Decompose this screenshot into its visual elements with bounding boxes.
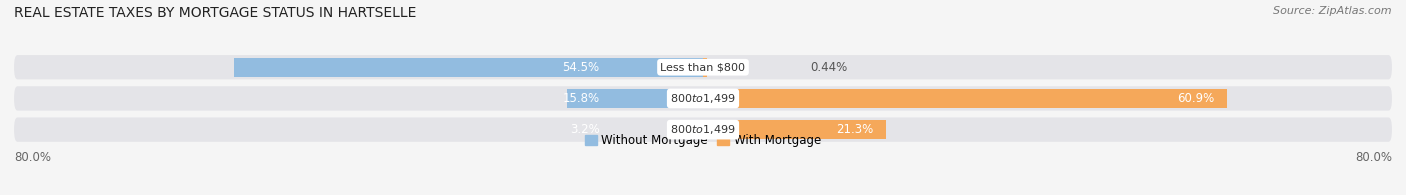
Text: 80.0%: 80.0% [14, 152, 51, 164]
Bar [675, 120, 703, 139]
Text: Source: ZipAtlas.com: Source: ZipAtlas.com [1274, 6, 1392, 16]
Text: 60.9%: 60.9% [1177, 92, 1215, 105]
Legend: Without Mortgage, With Mortgage: Without Mortgage, With Mortgage [581, 129, 825, 152]
Text: REAL ESTATE TAXES BY MORTGAGE STATUS IN HARTSELLE: REAL ESTATE TAXES BY MORTGAGE STATUS IN … [14, 6, 416, 20]
Text: $800 to $1,499: $800 to $1,499 [671, 92, 735, 105]
Text: $800 to $1,499: $800 to $1,499 [671, 123, 735, 136]
Text: 21.3%: 21.3% [837, 123, 873, 136]
Bar [567, 89, 703, 108]
Text: 15.8%: 15.8% [562, 92, 599, 105]
Text: 54.5%: 54.5% [562, 61, 599, 74]
Bar [233, 58, 703, 77]
FancyBboxPatch shape [14, 117, 1392, 142]
Text: 80.0%: 80.0% [1355, 152, 1392, 164]
Text: 0.44%: 0.44% [811, 61, 848, 74]
FancyBboxPatch shape [14, 55, 1392, 79]
Text: 3.2%: 3.2% [569, 123, 599, 136]
Bar [703, 89, 1227, 108]
Bar [703, 58, 707, 77]
FancyBboxPatch shape [14, 86, 1392, 111]
Text: Less than $800: Less than $800 [661, 62, 745, 72]
Bar [703, 120, 886, 139]
